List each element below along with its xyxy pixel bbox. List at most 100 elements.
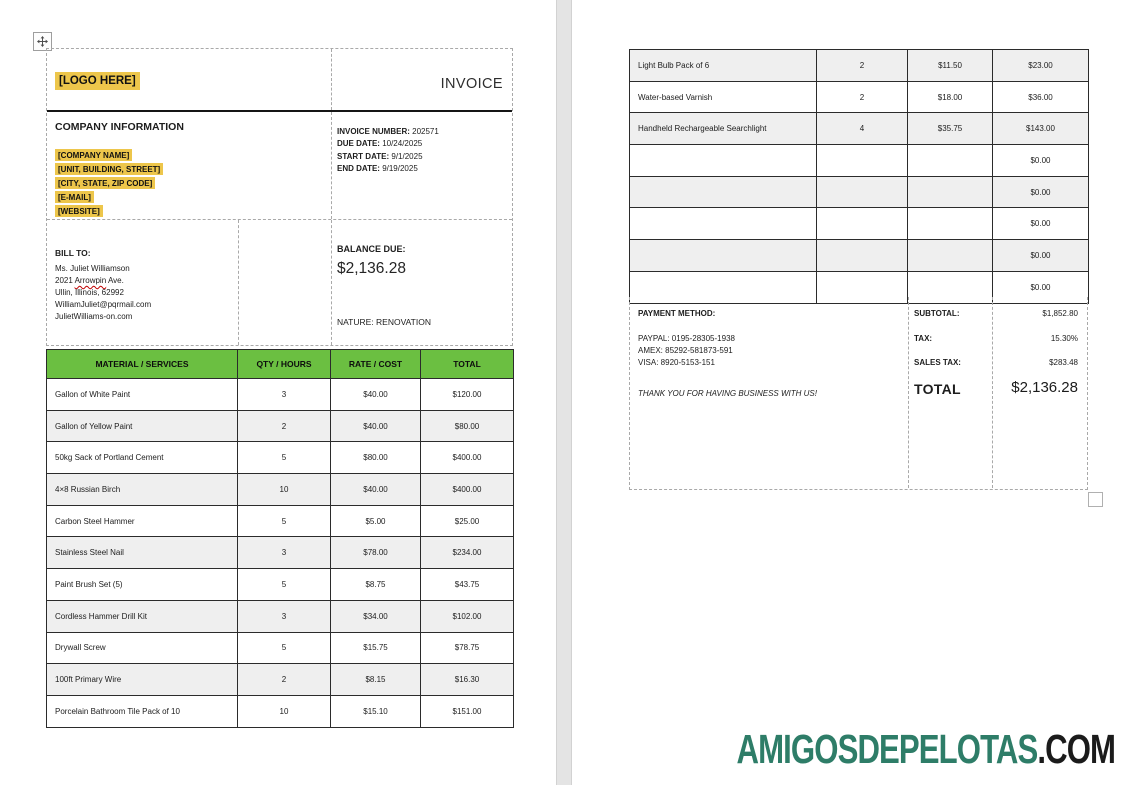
due-date-value: 10/24/2025 [382,139,423,149]
item-name-cell: Water-based Varnish [629,80,817,114]
company-name-placeholder[interactable]: [COMPANY NAME] [55,149,133,161]
item-name-cell [629,144,817,177]
item-name-cell: Handheld Rechargeable Searchlight [629,112,817,146]
logo-placeholder[interactable]: [LOGO HERE] [55,72,140,90]
sales-tax-value: $283.48 [1049,358,1078,367]
item-total-cell: $78.75 [420,631,514,665]
street-suffix: Ave. [106,276,124,285]
item-qty-cell [816,239,908,272]
item-qty-cell: 10 [237,473,331,506]
item-name-cell: Gallon of Yellow Paint [46,409,238,443]
item-total-cell: $36.00 [992,80,1089,114]
misspelled-word: Arrowpin [74,276,107,285]
bill-to-name: Ms. Juliet Williamson [55,264,130,273]
item-row: Light Bulb Pack of 6 2 $11.50 $23.00 [629,49,1089,82]
item-qty-cell [816,144,908,177]
item-total-cell: $120.00 [420,378,514,411]
company-placeholder-list: [COMPANY NAME] [UNIT, BUILDING, STREET] … [55,149,164,219]
table-move-handle[interactable] [33,32,52,51]
bill-to-email: WilliamJuliet@pqrmail.com [55,300,152,309]
item-row: Water-based Varnish 2 $18.00 $36.00 [629,80,1089,114]
grid-line [47,219,512,220]
item-total-cell: $0.00 [992,175,1089,209]
item-row: Porcelain Bathroom Tile Pack of 10 10 $1… [46,694,514,728]
invoice-number-line: INVOICE NUMBER: 202571 [337,126,439,138]
visa-line: VISA: 8920-5153-151 [638,358,715,367]
invoice-page-1: [LOGO HERE] INVOICE COMPANY INFORMATION … [0,0,556,785]
payment-method-heading: PAYMENT METHOD: [638,309,716,318]
website-placeholder[interactable]: [WEBSITE] [55,205,103,217]
item-row: Gallon of Yellow Paint 2 $40.00 $80.00 [46,409,514,443]
bill-to-address: Ms. Juliet Williamson 2021 Arrowpin Ave.… [55,263,151,323]
item-qty-cell [816,207,908,241]
start-date-value: 9/1/2025 [391,151,423,161]
item-rate-cell [907,207,993,241]
item-total-cell: $400.00 [420,441,514,475]
item-total-cell: $400.00 [420,473,514,506]
item-rate-cell: $40.00 [330,409,421,443]
item-name-cell: Carbon Steel Hammer [46,504,238,538]
item-total-cell: $23.00 [992,49,1089,82]
item-total-cell: $0.00 [992,239,1089,272]
item-total-cell: $143.00 [992,112,1089,146]
document-title: INVOICE [440,76,503,92]
item-row: 4×8 Russian Birch 10 $40.00 $400.00 [46,473,514,506]
item-rate-cell [907,270,993,304]
grid-line [331,49,332,110]
site-name: AMIGOSDEPELOTAS [736,726,1038,772]
street-placeholder[interactable]: [UNIT, BUILDING, STREET] [55,163,164,175]
street-prefix: 2021 [55,276,75,285]
item-name-cell: Drywall Screw [46,631,238,665]
subtotal-label: SUBTOTAL: [914,309,960,318]
item-total-cell: $0.00 [992,144,1089,177]
email-placeholder[interactable]: [E-MAIL] [55,191,94,203]
item-qty-cell: 10 [237,694,331,728]
invoice-number-label: INVOICE NUMBER: [337,127,413,136]
item-name-cell [629,239,817,272]
item-qty-cell: 2 [237,663,331,696]
item-rate-cell: $35.75 [907,112,993,146]
grid-line [331,220,332,345]
company-info-heading: COMPANY INFORMATION [55,121,184,133]
site-watermark: AMIGOSDEPELOTAS.COM [736,726,1115,773]
thank-you-note: THANK YOU FOR HAVING BUSINESS WITH US! [638,389,817,398]
item-qty-cell: 5 [237,504,331,538]
item-row: 50kg Sack of Portland Cement 5 $80.00 $4… [46,441,514,475]
item-name-cell [629,175,817,209]
item-name-cell: 4×8 Russian Birch [46,473,238,506]
item-row: Handheld Rechargeable Searchlight 4 $35.… [629,112,1089,146]
item-qty-cell [816,270,908,304]
item-qty-cell: 5 [237,441,331,475]
balance-due-label: BALANCE DUE: [337,244,406,254]
item-qty-cell: 5 [237,631,331,665]
item-qty-cell: 3 [237,536,331,570]
item-name-cell: Gallon of White Paint [46,378,238,411]
grid-line [908,297,909,488]
invoice-meta: INVOICE NUMBER: 202571 DUE DATE: 10/24/2… [337,126,439,175]
bill-to-heading: BILL TO: [55,248,91,258]
item-rate-cell [907,239,993,272]
item-row: $0.00 [629,144,1089,177]
item-row: Paint Brush Set (5) 5 $8.75 $43.75 [46,568,514,601]
bill-to-website: JulietWilliams-on.com [55,312,133,321]
header-material-services: MATERIAL / SERVICES [46,349,238,379]
item-rate-cell: $18.00 [907,80,993,114]
item-qty-cell [816,175,908,209]
start-date-label: START DATE: [337,151,392,161]
item-total-cell: $43.75 [420,568,514,601]
item-rate-cell: $5.00 [330,504,421,538]
item-qty-cell: 2 [816,49,908,82]
item-rate-cell: $15.75 [330,631,421,665]
item-total-cell: $151.00 [420,694,514,728]
item-total-cell: $0.00 [992,270,1089,304]
item-row: 100ft Primary Wire 2 $8.15 $16.30 [46,663,514,696]
item-rate-cell: $78.00 [330,536,421,570]
total-value: $2,136.28 [1011,379,1078,396]
item-row: $0.00 [629,175,1089,209]
item-rate-cell: $8.15 [330,663,421,696]
city-placeholder[interactable]: [CITY, STATE, ZIP CODE] [55,177,156,189]
invoice-header-region: [LOGO HERE] INVOICE COMPANY INFORMATION … [46,48,513,346]
table-resize-handle[interactable] [1088,492,1103,507]
end-date-value: 9/19/2025 [382,163,418,173]
